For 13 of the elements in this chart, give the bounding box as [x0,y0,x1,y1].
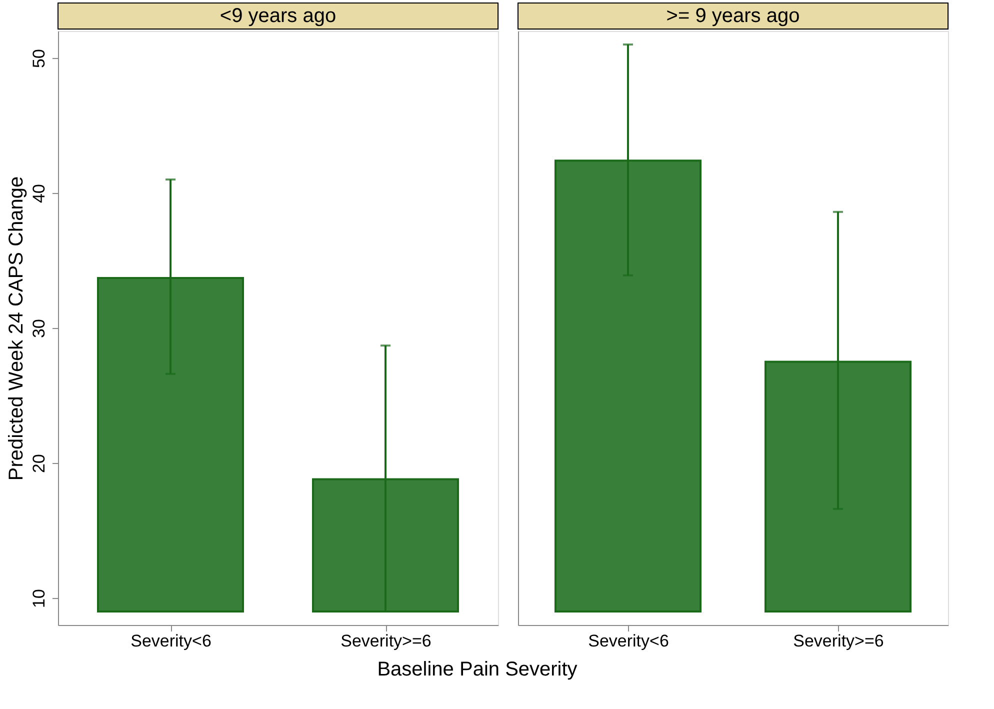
x-axis-title: Baseline Pain Severity [377,658,578,680]
x-tick-label: Severity>=6 [793,632,884,650]
y-tick-label: 40 [30,184,48,203]
y-axis-title: Predicted Week 24 CAPS Change [6,176,28,481]
x-tick-label: Severity<6 [130,632,212,650]
x-tick-label: Severity>=6 [340,632,432,650]
y-tick-label: 30 [30,319,48,338]
x-tick-label: Severity<6 [588,632,669,650]
chart-title: >= 9 years ago [666,5,800,27]
chart-title: <9 years ago [220,5,336,27]
y-tick-label: 10 [30,589,48,608]
y-tick-label: 50 [30,49,48,68]
y-tick-label: 20 [30,454,48,473]
